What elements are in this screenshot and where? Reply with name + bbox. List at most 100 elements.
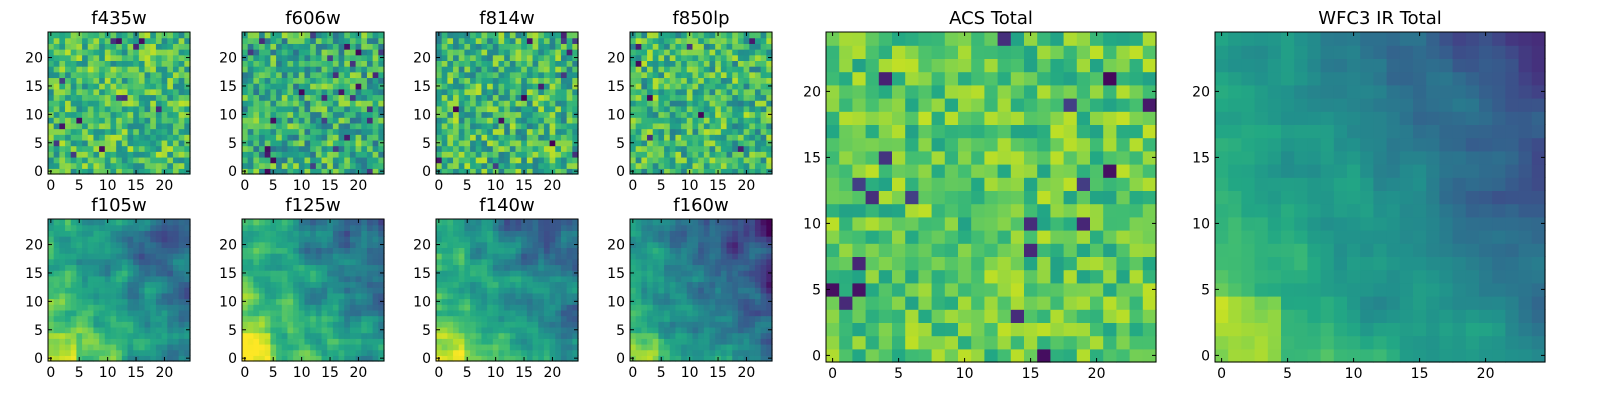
heatmap-cell	[93, 355, 100, 362]
y-tick-label: 20	[607, 51, 625, 67]
heatmap-cell	[87, 304, 95, 311]
heatmap-cell	[315, 156, 323, 164]
heatmap-cell	[458, 37, 465, 44]
heatmap-cell	[184, 258, 191, 266]
heatmap-cell	[458, 224, 465, 231]
heatmap-cell	[59, 332, 66, 339]
heatmap-cell	[647, 315, 654, 322]
heatmap-cell	[532, 37, 539, 44]
heatmap-cell	[532, 338, 539, 345]
heatmap-cell	[681, 66, 688, 73]
heatmap-cell	[293, 71, 300, 79]
heatmap-cell	[754, 122, 762, 130]
heatmap-cell	[150, 139, 157, 147]
heatmap-cell	[344, 32, 351, 39]
heatmap-cell	[453, 122, 460, 130]
heatmap-cell	[760, 111, 767, 118]
heatmap-cell	[65, 168, 72, 175]
heatmap-cell	[458, 304, 465, 311]
heatmap-cell	[287, 281, 294, 288]
heatmap-cell	[635, 287, 642, 294]
x-tick-label: 20	[156, 365, 174, 381]
heatmap-cell	[87, 128, 95, 135]
heatmap-cell	[549, 253, 556, 260]
heatmap-cell	[99, 326, 106, 334]
heatmap-cell	[726, 355, 733, 362]
heatmap-cell	[366, 247, 374, 254]
heatmap-cell	[315, 355, 323, 362]
heatmap-cell	[470, 253, 477, 260]
heatmap-cell	[675, 270, 682, 277]
heatmap-cell	[315, 224, 323, 231]
heatmap-cell	[361, 247, 368, 254]
heatmap-cell	[116, 326, 123, 334]
heatmap-cell	[436, 224, 443, 231]
heatmap-cell	[720, 287, 728, 294]
heatmap-cell	[658, 128, 665, 135]
heatmap-cell	[549, 37, 556, 44]
heatmap-cell	[310, 253, 317, 260]
heatmap-cell	[247, 134, 254, 141]
heatmap-cell	[532, 43, 539, 50]
heatmap-cell	[327, 60, 334, 67]
heatmap-cell	[133, 275, 140, 283]
heatmap-cell	[703, 49, 711, 56]
heatmap-cell	[349, 145, 357, 152]
heatmap-cell	[99, 247, 106, 254]
heatmap-cell	[464, 264, 471, 271]
heatmap-cell	[487, 236, 494, 243]
heatmap-cell	[515, 338, 522, 345]
heatmap-cell	[349, 111, 357, 118]
heatmap-cell	[737, 281, 745, 288]
heatmap-cell	[82, 77, 89, 84]
heatmap-cell	[76, 105, 83, 113]
heatmap-cell	[321, 315, 328, 322]
heatmap-cell	[703, 332, 711, 339]
heatmap-cell	[754, 304, 762, 311]
heatmap-cell	[372, 139, 379, 147]
heatmap-cell	[110, 49, 117, 56]
heatmap-cell	[361, 355, 368, 362]
heatmap-cell	[652, 139, 659, 147]
heatmap-cell	[338, 88, 345, 96]
heatmap-cell	[65, 264, 72, 271]
heatmap-cell	[681, 71, 688, 79]
heatmap-cell	[766, 105, 773, 113]
heatmap-cell	[555, 292, 562, 300]
heatmap-cell	[178, 66, 185, 73]
heatmap-cell	[167, 151, 174, 158]
heatmap-cell	[161, 100, 168, 107]
heatmap-cell	[247, 315, 254, 322]
heatmap-cell	[560, 66, 568, 73]
heatmap-cell	[515, 349, 522, 356]
heatmap-cell	[436, 338, 443, 345]
heatmap-cell	[664, 32, 671, 39]
heatmap-cell	[321, 309, 328, 317]
heatmap-cell	[749, 37, 756, 44]
heatmap-cell	[133, 134, 140, 141]
heatmap-cell	[298, 253, 306, 260]
heatmap-cell	[681, 281, 688, 288]
heatmap-cell	[532, 253, 539, 260]
heatmap-cell	[259, 128, 266, 135]
heatmap-cell	[630, 309, 637, 317]
heatmap-cell	[172, 32, 180, 39]
heatmap-cell	[93, 236, 100, 243]
heatmap-cell	[99, 139, 106, 147]
heatmap-cell	[138, 105, 146, 113]
heatmap-cell	[378, 247, 385, 254]
heatmap-cell	[344, 77, 351, 84]
heatmap-cell	[366, 270, 374, 277]
heatmap-cell	[87, 236, 95, 243]
heatmap-cell	[709, 315, 716, 322]
heatmap-cell	[641, 105, 648, 113]
heatmap-cell	[178, 54, 185, 61]
heatmap-cell	[475, 151, 483, 158]
heatmap-cell	[560, 100, 568, 107]
heatmap-cell	[566, 281, 573, 288]
heatmap-cell	[686, 349, 694, 356]
heatmap-cell	[453, 349, 460, 356]
heatmap-cell	[658, 71, 665, 79]
heatmap-cell	[566, 253, 573, 260]
heatmap-cell	[481, 139, 488, 147]
